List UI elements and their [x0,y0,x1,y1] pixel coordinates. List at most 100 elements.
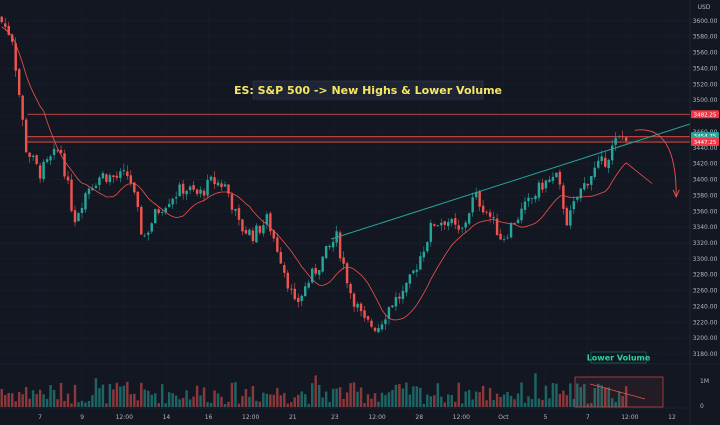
candle-body [66,176,70,181]
candle-body [384,319,387,325]
candle-body [604,157,607,167]
volume-bar [562,390,565,407]
volume-bar [28,398,31,407]
y-tick-label: 3360.00 [693,208,718,215]
candle-body [541,182,544,190]
candle-body [223,184,227,187]
candle-body [269,213,272,232]
candle-body [317,270,321,275]
volume-bar [56,399,59,407]
x-tick-label: 14 [163,414,171,421]
volume-annotation: Lower Volume [574,351,664,408]
candle-body [366,316,370,320]
candle-body [359,303,363,312]
volume-bar [38,389,42,407]
candle-body [324,245,328,259]
volume-bar [293,397,296,407]
candle-body [77,213,80,222]
candle-body [7,25,10,36]
arrow-head [672,189,680,199]
candle-body [227,184,230,194]
volume-bar [234,382,237,407]
candle-body [583,183,586,190]
candle-body [398,296,401,299]
volume-bar [133,393,136,407]
volume-bar [363,403,366,407]
volume-bar [590,402,593,407]
candle-body [436,225,440,226]
candle-body [572,201,576,210]
volume-bar [359,387,363,407]
candle-body [213,177,216,185]
volume-bar [63,400,66,407]
candle-body [509,223,513,238]
x-tick-label: Oct [498,414,509,421]
candle-body [300,295,303,302]
volume-bar [624,386,628,407]
candle-body [276,237,279,252]
candle-body [108,175,112,182]
candle-body [157,209,160,214]
x-tick-label: 5 [544,414,548,421]
candle-body [192,185,195,190]
candle-body [91,188,94,191]
candle-body [73,210,77,223]
volume-bar [10,393,14,407]
candle-body [147,232,150,235]
candle-body [87,188,91,195]
candle-body [523,201,527,210]
projection-line [634,129,677,196]
candle-body [80,208,84,213]
volume-bar [450,394,453,407]
currency-label: USD [698,4,711,11]
chart-title: ES: S&P 500 -> New Highs & Lower Volume [234,84,502,97]
volume-bar [160,384,164,407]
volume-bar [349,383,352,407]
candle-body [467,213,471,224]
volume-bar [272,394,276,407]
volume-bar [583,384,586,407]
candle-body [28,152,31,157]
volume-bar [474,391,478,407]
candle-body [617,136,621,138]
candle-body [478,191,481,207]
volume-bar [17,391,21,407]
candle-body [370,320,373,327]
volume-bar [66,393,70,407]
candle-body [115,175,119,178]
candle-body [188,186,192,191]
candle-body [248,229,251,236]
candles [0,15,628,334]
volume-bar [380,392,384,407]
candle-body [45,159,49,163]
volume-bar [195,385,199,407]
volume-bar [164,403,167,407]
candle-body [136,191,140,208]
volume-bar [447,394,450,407]
candle-body [234,208,237,211]
volume-bar [328,401,331,407]
volume-bar [377,401,380,407]
volume-bar [593,388,596,407]
volume-bar [457,382,460,407]
candle-body [84,193,87,210]
volume-bar [534,373,537,407]
volume-bar [24,386,28,407]
candle-body [230,194,234,210]
volume-bar [569,383,572,407]
volume-bar [108,384,112,407]
volume-bar [4,394,7,407]
candle-body [586,183,590,186]
down-arrow-icon [634,129,680,199]
y-tick-label: 3420.00 [693,161,718,168]
candle-body [321,256,324,272]
volume-bar [436,383,440,407]
candle-body [178,184,181,197]
volume-bar [586,403,590,407]
candle-body [21,95,24,120]
resistance-zone [27,136,691,143]
candle-body [52,148,56,155]
candle-body [164,207,167,213]
volume-bar [527,396,530,407]
